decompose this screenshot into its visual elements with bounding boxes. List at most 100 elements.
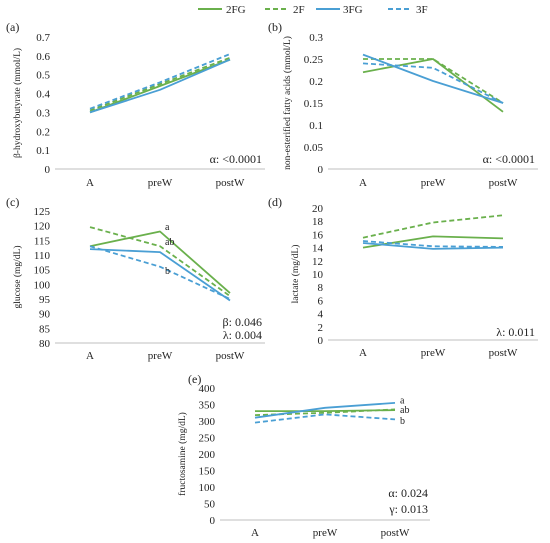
- significance-label: a: [400, 396, 405, 407]
- significance-label: ab: [165, 237, 174, 248]
- y-tick-label: 110: [34, 250, 51, 262]
- series-line-3f: [89, 53, 231, 110]
- stat-annotation: α: <0.0001: [483, 152, 535, 166]
- series-line-3fg: [89, 58, 231, 114]
- panel-label: (b): [268, 20, 282, 34]
- stat-annotation: α: <0.0001: [210, 152, 262, 166]
- y-tick-label: 0.3: [309, 32, 323, 44]
- y-tick-label: 80: [39, 338, 51, 350]
- x-tick-label: postW: [489, 347, 518, 359]
- legend-item-2fg: 2FG: [198, 4, 246, 16]
- y-axis-label: lactate (mg/dL): [290, 245, 301, 304]
- series-line-3fg: [362, 242, 504, 250]
- series-line-3fg: [254, 402, 396, 419]
- stat-annotation: λ: 0.011: [496, 325, 535, 339]
- series-line-2fg: [89, 58, 231, 114]
- y-tick-label: 105: [34, 265, 51, 277]
- y-tick-label: 50: [204, 499, 216, 511]
- chart-panel-c: (c) 80 85 90 95 100 105 110 115 120 125 A preW postW g…: [6, 195, 265, 362]
- legend-item-3f: 3F: [388, 4, 428, 16]
- x-tick-label: postW: [489, 177, 518, 189]
- chart-panel-b: (b) 0 0.05 0.1 0.15 0.2 0.25 0.3 A preW postW non-e…: [268, 20, 538, 189]
- chart-panel-a: (a) 0 0.1 0.2 0.3 0.4 0.5 0.6 0.7 A preW postW β-hyd…: [6, 20, 265, 189]
- stat-annotation: α: 0.024: [388, 486, 428, 500]
- y-tick-label: 0.15: [304, 98, 324, 110]
- y-tick-label: 95: [39, 294, 51, 306]
- y-tick-label: 400: [199, 383, 216, 395]
- y-tick-label: 350: [199, 400, 216, 412]
- x-tick-label: preW: [313, 527, 338, 539]
- y-tick-label: 0: [318, 335, 324, 347]
- y-tick-label: 250: [199, 433, 216, 445]
- stat-annotation: γ: 0.013: [388, 502, 428, 516]
- y-tick-label: 16: [312, 229, 324, 241]
- x-tick-label: preW: [148, 350, 173, 362]
- y-tick-label: 18: [312, 216, 324, 228]
- series-line-3fg: [89, 248, 231, 302]
- series-line-2fg: [255, 409, 396, 413]
- y-tick-label: 6: [318, 295, 324, 307]
- y-tick-label: 12: [312, 256, 323, 268]
- x-tick-label: A: [359, 347, 367, 359]
- y-axis-label: glucose (mg/dL): [12, 245, 23, 308]
- y-tick-label: 20: [312, 203, 324, 215]
- y-tick-label: 8: [318, 282, 324, 294]
- y-tick-label: 0.6: [36, 51, 50, 63]
- y-tick-label: 150: [199, 466, 216, 478]
- x-tick-label: A: [251, 527, 259, 539]
- y-tick-label: 120: [34, 221, 51, 233]
- legend-label: 3FG: [343, 4, 363, 16]
- panel-label: (d): [268, 195, 282, 209]
- y-tick-label: 14: [312, 243, 324, 255]
- series-line-2f: [362, 214, 504, 239]
- y-tick-label: 115: [34, 235, 51, 247]
- significance-label: a: [165, 222, 170, 233]
- legend-item-3fg: 3FG: [316, 4, 363, 16]
- series-line-2f: [89, 56, 231, 112]
- y-tick-label: 0.4: [36, 89, 50, 101]
- x-tick-label: postW: [216, 177, 245, 189]
- x-tick-label: preW: [148, 177, 173, 189]
- y-tick-label: 2: [318, 322, 324, 334]
- x-tick-label: A: [86, 350, 94, 362]
- series-line-3f: [89, 245, 231, 300]
- y-tick-label: 0.3: [36, 107, 50, 119]
- series-line-3f: [362, 62, 504, 104]
- y-axis-label: fructosamine (mg/dL): [177, 412, 188, 496]
- legend-label: 2F: [293, 4, 305, 16]
- y-tick-label: 85: [39, 323, 51, 335]
- y-tick-label: 0.25: [304, 54, 324, 66]
- y-tick-label: 0.1: [309, 120, 323, 132]
- stat-annotation: λ: 0.004: [223, 328, 262, 342]
- y-tick-label: 0.05: [304, 142, 324, 154]
- y-tick-label: 0: [210, 515, 216, 527]
- y-tick-label: 100: [34, 279, 51, 291]
- chart-panels: (a) 0 0.1 0.2 0.3 0.4 0.5 0.6 0.7 A preW postW β-hyd…: [6, 20, 538, 539]
- y-tick-label: 4: [318, 309, 324, 321]
- series-line-3f: [362, 240, 504, 248]
- y-tick-label: 0.1: [36, 145, 50, 157]
- panel-label: (a): [6, 20, 19, 34]
- series-line-2f: [254, 408, 396, 416]
- y-tick-label: 0: [318, 164, 324, 176]
- y-tick-label: 200: [199, 449, 216, 461]
- y-axis-label: non-esterified fatty acids (mmol/L): [282, 36, 293, 170]
- y-tick-label: 0.2: [309, 76, 323, 88]
- chart-panel-e: (e) 0 50 100 150 200 250 300 350 400 A preW postW fru…: [177, 372, 430, 539]
- significance-label: b: [165, 266, 170, 277]
- legend-label: 3F: [416, 4, 428, 16]
- y-tick-label: 0.5: [36, 70, 50, 82]
- x-tick-label: preW: [421, 347, 446, 359]
- y-tick-label: 125: [34, 206, 51, 218]
- y-tick-label: 0.7: [36, 32, 50, 44]
- y-tick-label: 0: [45, 164, 51, 176]
- series-line-2f: [89, 226, 231, 297]
- significance-label: ab: [400, 405, 409, 416]
- panel-label: (c): [6, 195, 19, 209]
- series-line-2fg: [89, 230, 231, 294]
- x-tick-label: postW: [216, 350, 245, 362]
- y-tick-label: 300: [199, 416, 216, 428]
- y-tick-label: 10: [312, 269, 324, 281]
